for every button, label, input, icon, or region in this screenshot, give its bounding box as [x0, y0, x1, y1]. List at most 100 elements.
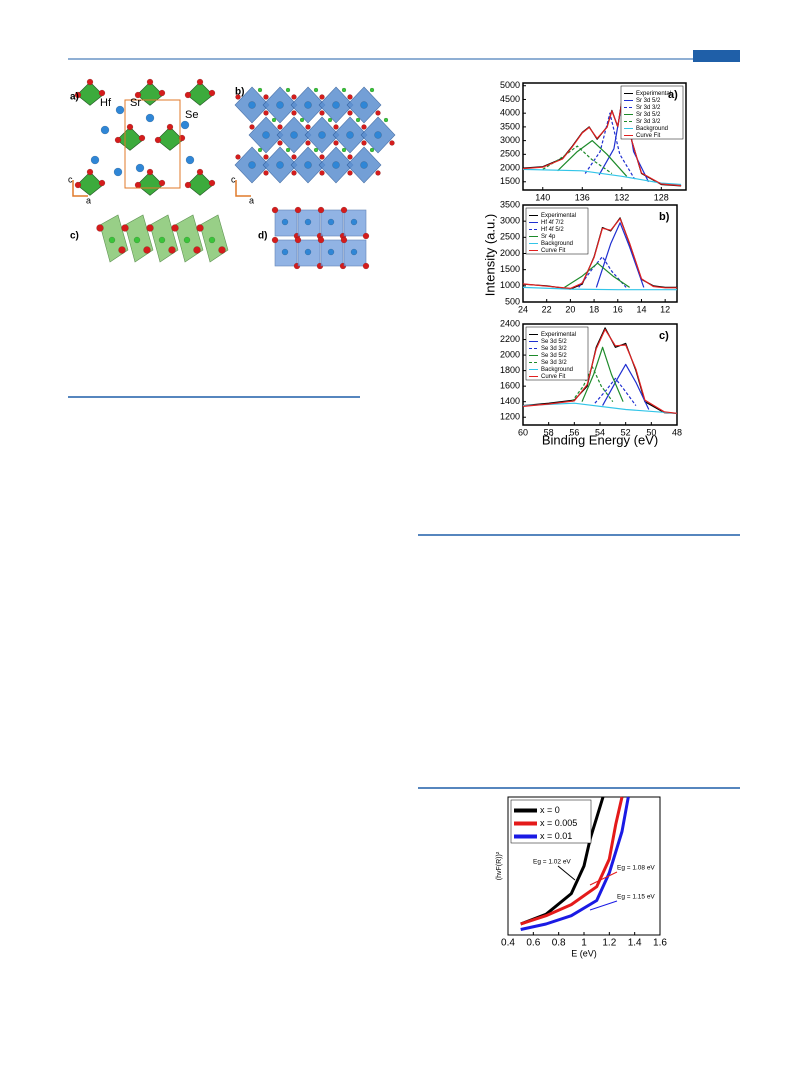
legend-label: Se 3d 5/2: [541, 353, 567, 359]
atom: [196, 224, 204, 232]
x-tick-label: 16: [613, 304, 623, 314]
atom: [319, 94, 325, 100]
atom: [333, 140, 339, 146]
atom: [341, 147, 347, 153]
atom: [304, 101, 312, 109]
atom: [154, 136, 162, 144]
annotation-arrow: [589, 900, 618, 911]
axis-glyph: [72, 180, 88, 197]
atom: [86, 78, 94, 86]
atom: [374, 131, 382, 139]
y-tick-label: 500: [505, 296, 520, 306]
data-line: [522, 286, 677, 291]
data-line: [581, 346, 624, 402]
atom: [90, 155, 100, 165]
legend-label: Se 3d 3/2: [541, 346, 567, 352]
legend-label: Curve Fit: [541, 374, 566, 380]
data-line: [594, 377, 637, 406]
atom: [183, 236, 191, 244]
atom: [146, 78, 154, 86]
y-tick-label: 2000: [500, 248, 520, 258]
x-tick-label: 0.8: [552, 938, 566, 949]
atom: [208, 236, 216, 244]
atom-label: Se: [185, 109, 198, 121]
y-tick-label: 4000: [500, 108, 520, 118]
atom: [362, 262, 370, 270]
atom: [248, 101, 256, 109]
atom: [318, 131, 326, 139]
atom: [196, 168, 204, 176]
x-axis-label: E (eV): [571, 948, 597, 958]
atom: [355, 117, 361, 123]
annotation: Eg = 1.08 eV: [617, 865, 655, 872]
atom: [340, 236, 348, 244]
annotation: Eg = 1.02 eV: [533, 859, 571, 866]
axis-letter: a: [86, 195, 91, 205]
legend-label: Se 3d 5/2: [541, 339, 567, 345]
atom: [281, 248, 289, 256]
atom: [327, 117, 333, 123]
atom: [158, 236, 166, 244]
atom: [317, 206, 325, 214]
atom: [291, 110, 297, 116]
atom: [332, 161, 340, 169]
polyhedron: [156, 126, 184, 151]
atom: [143, 246, 151, 254]
atom: [185, 155, 195, 165]
atom: [171, 224, 179, 232]
legend-label: Sr 3d 3/2: [636, 119, 661, 125]
atom: [74, 181, 82, 189]
x-tick-label: 20: [565, 304, 575, 314]
x-tick-label: 50: [646, 427, 656, 437]
atom: [360, 161, 368, 169]
atom: [305, 140, 311, 146]
x-tick-label: 14: [636, 304, 646, 314]
data-line: [602, 363, 650, 410]
legend-label: Experimental: [636, 91, 671, 97]
atom: [263, 94, 269, 100]
atom: [100, 125, 110, 135]
atom-label: Sr: [130, 97, 141, 109]
atom: [257, 147, 263, 153]
axis-letter: a: [249, 195, 254, 205]
x-tick-label: 140: [535, 192, 550, 202]
atom: [333, 124, 339, 130]
data-line: [557, 140, 628, 177]
atom: [347, 110, 353, 116]
atom: [361, 124, 367, 130]
y-tick-label: 2000: [500, 162, 520, 172]
polyhedron: [76, 81, 104, 106]
axis-glyph: [235, 180, 251, 197]
x-tick-label: 0.4: [501, 938, 515, 949]
atom: [271, 206, 279, 214]
legend-label: Background: [636, 126, 668, 132]
legend-label: Sr 3d 5/2: [636, 112, 661, 118]
atom: [319, 170, 325, 176]
atom: [277, 140, 283, 146]
x-tick-label: 1: [581, 938, 587, 949]
atom: [168, 246, 176, 254]
atom: [108, 236, 116, 244]
legend-label: Experimental: [541, 332, 576, 338]
atom: [317, 236, 325, 244]
y-tick-label: 4500: [500, 94, 520, 104]
atom: [235, 154, 241, 160]
y-tick-label: 1200: [500, 412, 520, 422]
legend-box: [525, 326, 589, 381]
legend-label: Background: [541, 367, 573, 373]
x-axis-label: Binding Energy (eV): [542, 432, 658, 447]
panel-label: b): [235, 87, 244, 98]
atom: [208, 89, 216, 97]
y-tick-label: 2500: [500, 149, 520, 159]
atom: [341, 87, 347, 93]
data-line: [595, 222, 645, 288]
atom: [360, 101, 368, 109]
atom: [361, 140, 367, 146]
polyhedron: [116, 126, 144, 151]
unit-cell: [124, 99, 181, 189]
header-tab: [693, 50, 740, 62]
atom: [285, 147, 291, 153]
y-tick-label: 1600: [500, 381, 520, 391]
annotation-arrow: [589, 871, 618, 886]
y-tick-label: 3000: [500, 135, 520, 145]
